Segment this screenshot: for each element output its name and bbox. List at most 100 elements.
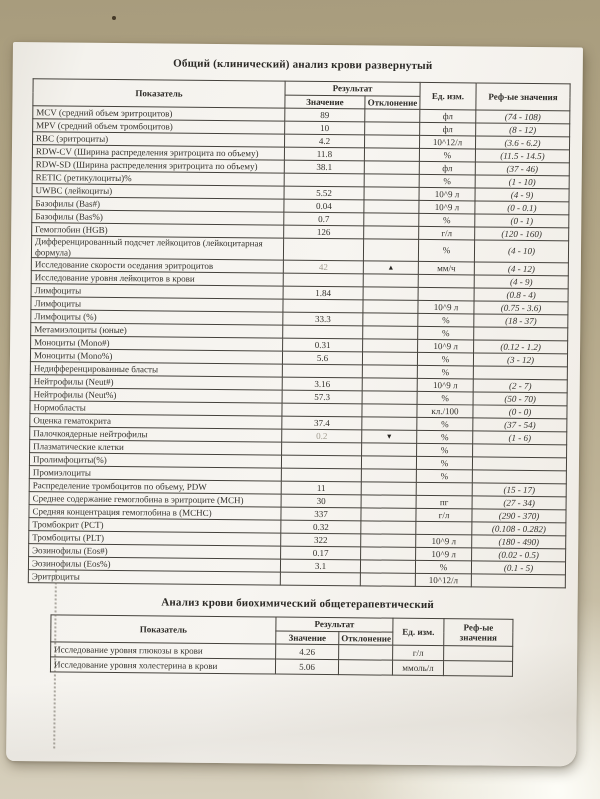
- value-cell: [281, 442, 362, 456]
- col-header-reference: Реф-ые значения: [475, 82, 571, 111]
- deviation-down-icon: ▼: [385, 432, 393, 441]
- reference-cell: (180 - 490): [471, 534, 566, 549]
- value-cell: 0.31: [282, 338, 363, 352]
- deviation-cell: [362, 312, 418, 327]
- reference-cell: [443, 645, 513, 662]
- col-header-value: Значение: [284, 94, 366, 109]
- value-cell: 5.6: [282, 351, 363, 365]
- cbc-table-body: MCV (средний объем эритроцитов) 89 фл (74 -…: [28, 105, 570, 588]
- dirt-speck: [112, 16, 116, 20]
- value-cell: 5.06: [275, 659, 339, 675]
- deviation-cell: [361, 403, 418, 418]
- unit-cell: %: [417, 326, 474, 340]
- deviation-cell: [364, 108, 420, 123]
- reference-cell: (1 - 10): [475, 174, 570, 189]
- value-cell: 42: [283, 260, 364, 274]
- unit-cell: %: [418, 213, 475, 227]
- reference-cell: (4 - 12): [474, 261, 569, 276]
- value-cell: 10: [284, 121, 365, 135]
- reference-cell: [471, 573, 566, 588]
- reference-cell: (290 - 370): [471, 508, 567, 523]
- value-cell: 0.7: [283, 212, 364, 226]
- deviation-cell: [360, 572, 416, 587]
- reference-cell: (0 - 1): [474, 213, 569, 228]
- deviation-cell: [362, 377, 418, 392]
- value-cell: 5.52: [284, 186, 365, 200]
- value-cell: 89: [284, 108, 365, 122]
- deviation-cell: [362, 325, 418, 340]
- value-cell: 30: [281, 494, 362, 508]
- reference-cell: [472, 469, 567, 484]
- value-cell: [281, 403, 363, 417]
- biochem-table: Показатель Результат Ед. изм. Реф-ые зна…: [50, 614, 514, 677]
- deviation-cell: [361, 481, 417, 496]
- unit-cell: %: [417, 365, 474, 379]
- unit-cell: 10^9 л: [415, 534, 472, 548]
- unit-cell: 10^9 л: [418, 200, 476, 214]
- deviation-cell: [361, 494, 417, 509]
- unit-cell: [418, 287, 475, 301]
- unit-cell: [418, 274, 475, 288]
- deviation-cell: [363, 225, 419, 240]
- reference-cell: (1 - 6): [472, 430, 567, 445]
- reference-cell: (18 - 37): [473, 313, 568, 328]
- reference-cell: (37 - 54): [472, 417, 567, 432]
- col-header-indicator: Показатель: [32, 78, 286, 109]
- unit-cell: %: [416, 443, 473, 457]
- unit-cell: %: [417, 391, 474, 405]
- reference-cell: [443, 660, 513, 677]
- deviation-cell: [360, 520, 416, 535]
- reference-cell: [473, 326, 568, 341]
- deviation-cell: [362, 338, 418, 353]
- value-cell: [283, 238, 364, 261]
- report-title-cbc: Общий (клинический) анализ крови разверн…: [173, 57, 433, 73]
- deviation-cell: [338, 659, 393, 676]
- value-cell: 57.3: [282, 390, 363, 404]
- deviation-cell: [361, 468, 417, 483]
- col-header-unit: Ед. изм.: [419, 82, 477, 110]
- deviation-cell: [360, 533, 416, 548]
- deviation-cell: [364, 173, 420, 188]
- value-cell: 1.84: [283, 286, 364, 300]
- deviation-cell: [360, 507, 417, 522]
- value-cell: 0.17: [280, 546, 361, 560]
- deviation-cell: [360, 546, 416, 561]
- unit-cell: г/л: [418, 226, 475, 240]
- lab-report-paper: Общий (клинический) анализ крови разверн…: [6, 42, 583, 767]
- unit-cell: %: [418, 239, 475, 262]
- value-cell: [283, 273, 364, 287]
- reference-cell: (0 - 0.1): [474, 200, 570, 215]
- unit-cell: %: [416, 456, 473, 470]
- reference-cell: (2 - 7): [473, 378, 568, 393]
- value-cell: 0.04: [283, 199, 365, 213]
- deviation-cell: [363, 286, 419, 301]
- reference-cell: (15 - 17): [472, 482, 567, 497]
- reference-cell: (74 - 108): [475, 109, 570, 124]
- reference-cell: (0.75 - 3.6): [473, 300, 569, 315]
- deviation-cell: [360, 559, 416, 574]
- value-cell: 322: [280, 533, 361, 547]
- deviation-cell: [364, 121, 420, 136]
- deviation-cell: [364, 147, 420, 162]
- reference-cell: (37 - 46): [475, 161, 570, 176]
- biochem-table-body: Исследование уровня глюкозы в крови 4.26 г…: [50, 641, 513, 677]
- deviation-cell: [361, 416, 417, 431]
- unit-cell: мм/ч: [418, 261, 475, 275]
- paper-content: Общий (клинический) анализ крови разверн…: [7, 42, 583, 677]
- cbc-table: Показатель Результат Ед. изм. Реф-ые зна…: [28, 78, 571, 588]
- reference-cell: (27 - 34): [472, 495, 567, 510]
- col-header-indicator: Показатель: [50, 614, 276, 645]
- unit-cell: 10^9 л: [415, 547, 472, 561]
- deviation-cell: [364, 186, 420, 201]
- value-cell: [281, 455, 362, 469]
- unit-cell: %: [417, 352, 474, 366]
- reference-cell: [473, 365, 568, 380]
- unit-cell: %: [415, 560, 472, 574]
- deviation-cell: [338, 644, 393, 661]
- col-header-result: Результат: [275, 617, 394, 632]
- unit-cell: %: [416, 469, 473, 483]
- reference-cell: (4 - 9): [474, 274, 569, 289]
- reference-cell: [472, 443, 567, 458]
- value-cell: 0.2: [281, 429, 362, 443]
- deviation-cell: [361, 455, 417, 470]
